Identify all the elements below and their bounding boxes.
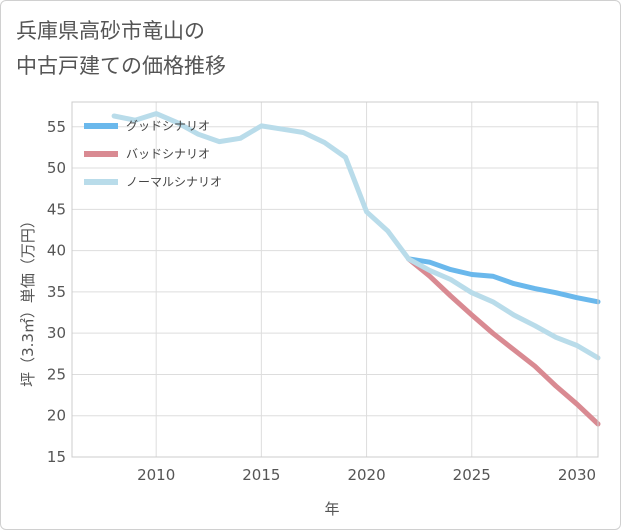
legend-label: ノーマルシナリオ	[126, 175, 222, 189]
y-tick-label: 15	[47, 448, 66, 466]
y-tick-label: 25	[47, 365, 66, 383]
series-line	[406, 256, 601, 427]
series-line	[111, 111, 601, 361]
y-tick-label: 55	[47, 118, 66, 136]
y-tick-label: 45	[47, 200, 66, 218]
series-lines	[111, 111, 601, 427]
x-tick-label: 2020	[347, 466, 385, 484]
x-tick-label: 2030	[558, 466, 596, 484]
x-tick-label: 2015	[242, 466, 280, 484]
y-tick-label: 30	[47, 324, 66, 342]
chart-title-line1: 兵庫県高砂市竜山の	[16, 19, 205, 43]
y-tick-label: 35	[47, 283, 66, 301]
plot-border	[71, 101, 599, 458]
y-tick-label: 20	[47, 407, 66, 425]
y-tick-label: 40	[47, 242, 66, 260]
x-tick-label: 2010	[137, 466, 175, 484]
y-tick-label: 50	[47, 159, 66, 177]
y-axis-title: 坪（3.3㎡）単価（万円）	[19, 213, 37, 387]
chart-title-line2: 中古戸建ての価格推移	[16, 54, 226, 78]
series-line	[406, 256, 601, 305]
legend-label: バッドシナリオ	[126, 147, 210, 161]
chart-title: 兵庫県高砂市竜山の 中古戸建ての価格推移	[16, 14, 416, 84]
x-axis-title: 年	[324, 500, 339, 518]
x-tick-label: 2025	[453, 466, 491, 484]
legend-label: グッドシナリオ	[126, 119, 210, 133]
